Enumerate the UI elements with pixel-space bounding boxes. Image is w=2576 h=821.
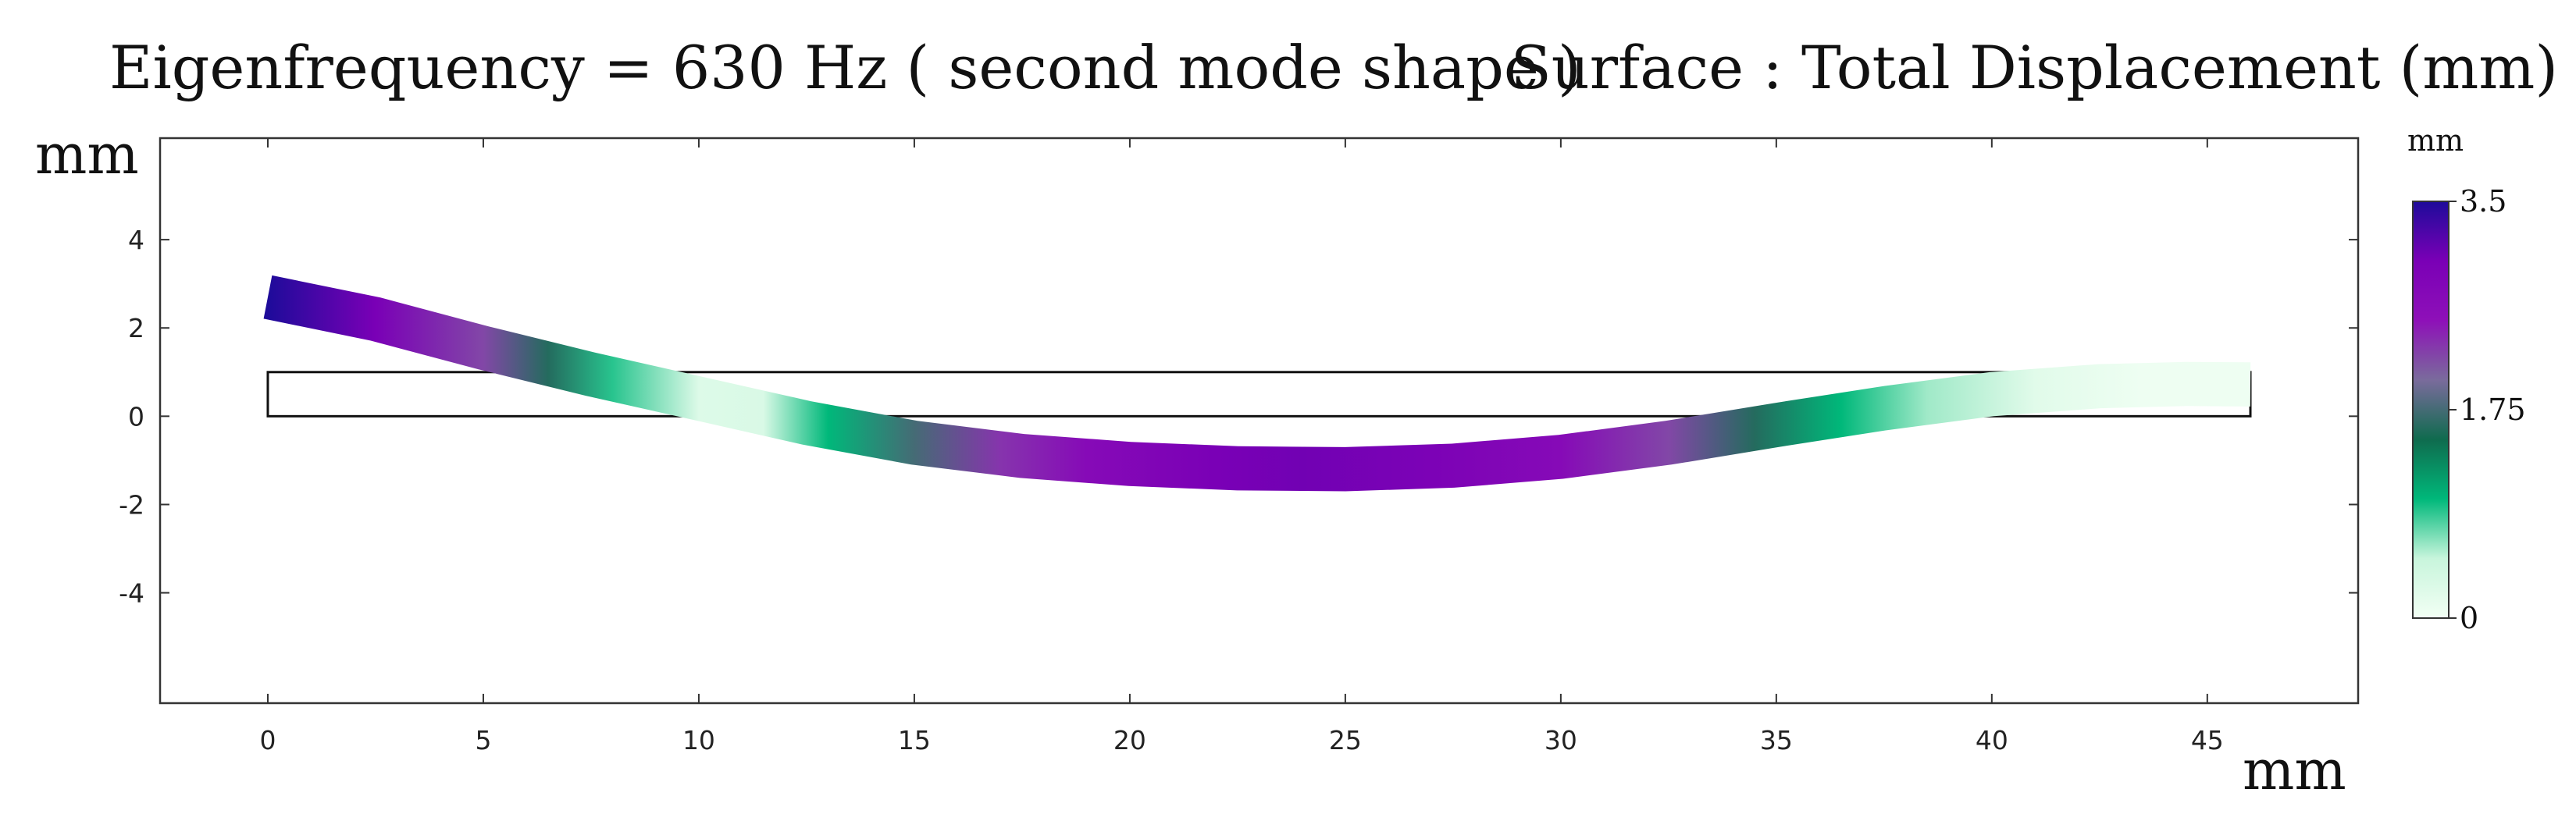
colorbar-unit-label: mm [2407,123,2464,158]
x-axis-ticks: 0 5 10 15 20 25 30 35 40 45 [259,138,2224,755]
y-tick-label: 2 [128,313,144,343]
deformed-beam-surface [263,275,2251,492]
colorbar-ticks: 3.5 1.75 0 [2449,184,2526,635]
colorbar-tick-label: 3.5 [2460,184,2507,219]
x-axis-label: mm [2243,738,2346,802]
x-tick-label: 30 [1545,725,1577,755]
y-axis-ticks: 4 2 0 -2 -4 [119,225,2358,609]
chart-title-left: Eigenfrequency = 630 Hz ( second mode sh… [109,33,1581,102]
x-tick-label: 40 [1976,725,2008,755]
x-tick-label: 10 [682,725,715,755]
y-tick-label: 4 [128,225,144,255]
y-tick-label: -2 [119,489,144,520]
x-tick-label: 0 [259,725,276,755]
plot-frame [159,137,2360,705]
y-tick-label: -4 [119,578,144,609]
x-tick-label: 45 [2191,725,2224,755]
x-tick-label: 35 [1760,725,1793,755]
colorbar-tick-label: 0 [2460,601,2478,635]
x-tick-label: 25 [1329,725,1362,755]
x-tick-label: 20 [1113,725,1146,755]
x-tick-label: 15 [898,725,931,755]
colorbar-tick-label: 1.75 [2460,393,2526,427]
x-tick-label: 5 [475,725,491,755]
colorbar [2412,201,2450,619]
y-tick-label: 0 [128,401,144,432]
y-axis-label: mm [35,123,139,187]
chart-title-right: Surface : Total Displacement (mm) [1511,33,2558,102]
